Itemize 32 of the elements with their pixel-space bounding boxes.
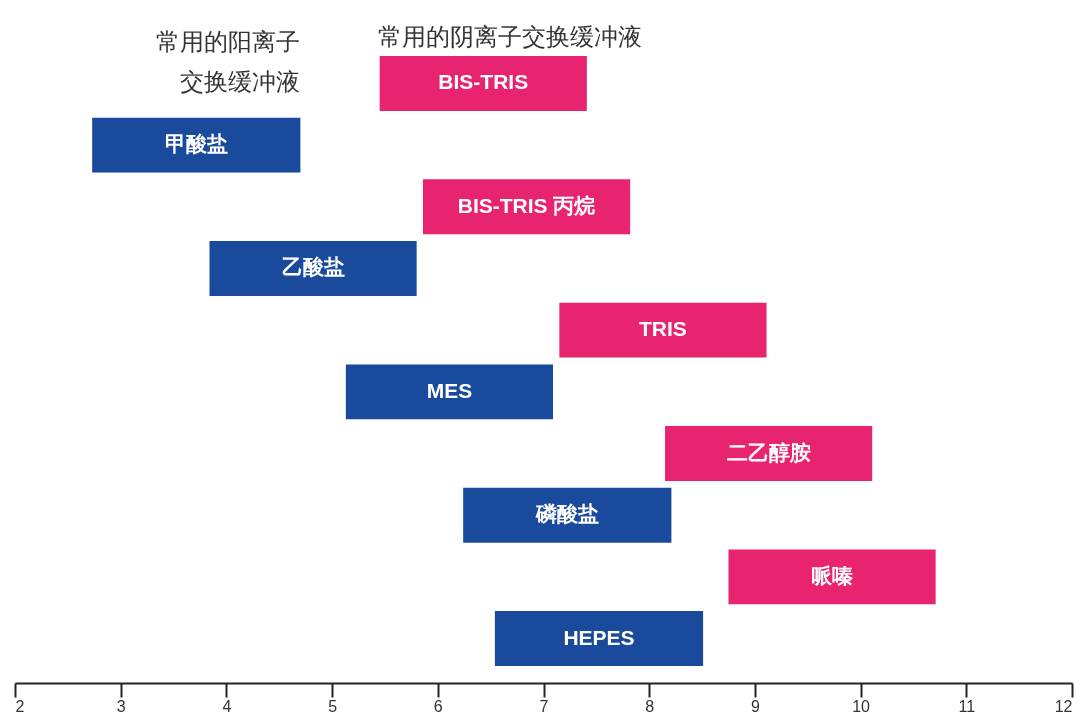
y-tick-label: 二乙醇胺 <box>726 440 811 464</box>
y-tick-label: 乙酸盐 <box>281 255 345 279</box>
x-tick-label: 4 <box>222 697 232 715</box>
y-tick-label: BIS-TRIS 丙烷 <box>457 193 596 217</box>
bar <box>463 487 672 543</box>
bar <box>559 302 767 358</box>
x-tick-label: 12 <box>1054 697 1073 715</box>
bar <box>379 56 587 111</box>
y-tick-label: MES <box>426 378 473 402</box>
y-tick-label: 甲酸盐 <box>164 132 228 156</box>
bar <box>92 117 301 173</box>
bar <box>345 364 554 420</box>
x-tick-label: 9 <box>750 697 760 715</box>
bar <box>209 241 417 296</box>
bar <box>728 549 936 605</box>
y-tick-label: 磷酸盐 <box>534 502 599 526</box>
series-label: 常用的阳离子交换缓冲液 <box>156 28 301 96</box>
y-tick-label: TRIS <box>639 317 687 341</box>
series-label: 常用的阴离子交换缓冲液 <box>377 23 642 51</box>
x-tick-label: 3 <box>116 697 126 715</box>
x-tick-label: 2 <box>15 697 25 715</box>
bar <box>494 611 704 666</box>
x-tick-label: 8 <box>645 697 655 715</box>
x-tick-label: 6 <box>433 697 443 715</box>
x-tick-label: 7 <box>539 697 549 715</box>
x-tick-label: 5 <box>328 697 338 715</box>
bar <box>665 426 873 481</box>
y-tick-label: BIS-TRIS <box>438 70 529 94</box>
x-tick-label: 11 <box>958 697 976 715</box>
y-tick-label: HEPES <box>563 625 635 649</box>
y-tick-label: 哌嗪 <box>811 563 854 587</box>
x-tick-label: 10 <box>852 697 871 715</box>
